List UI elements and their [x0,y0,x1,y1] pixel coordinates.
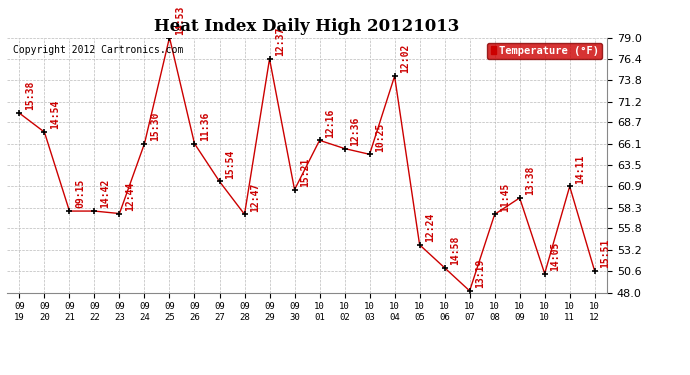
Text: 12:44: 12:44 [125,182,135,211]
Text: 11:36: 11:36 [200,111,210,141]
Text: 12:24: 12:24 [425,213,435,242]
Text: 15:30: 15:30 [150,111,160,141]
Text: 13:38: 13:38 [525,166,535,195]
Text: 14:11: 14:11 [575,154,585,184]
Text: 12:02: 12:02 [400,44,410,74]
Text: 09:15: 09:15 [75,179,85,208]
Text: 12:47: 12:47 [250,182,260,212]
Text: Copyright 2012 Cartronics.com: Copyright 2012 Cartronics.com [13,45,184,55]
Text: 15:21: 15:21 [300,158,310,187]
Text: 15:54: 15:54 [225,149,235,178]
Legend: Temperature (°F): Temperature (°F) [487,43,602,59]
Text: 10:25: 10:25 [375,122,385,152]
Text: 14:05: 14:05 [550,242,560,271]
Text: 14:53: 14:53 [175,5,185,35]
Text: 13:19: 13:19 [475,259,485,288]
Text: 14:42: 14:42 [100,179,110,208]
Text: 15:51: 15:51 [600,239,610,268]
Text: 14:58: 14:58 [450,236,460,265]
Text: 12:36: 12:36 [350,116,360,146]
Text: 12:16: 12:16 [325,108,335,138]
Text: 15:38: 15:38 [25,81,35,110]
Text: 14:54: 14:54 [50,100,60,129]
Text: 12:37: 12:37 [275,27,285,56]
Text: 11:45: 11:45 [500,182,510,212]
Title: Heat Index Daily High 20121013: Heat Index Daily High 20121013 [155,18,460,34]
